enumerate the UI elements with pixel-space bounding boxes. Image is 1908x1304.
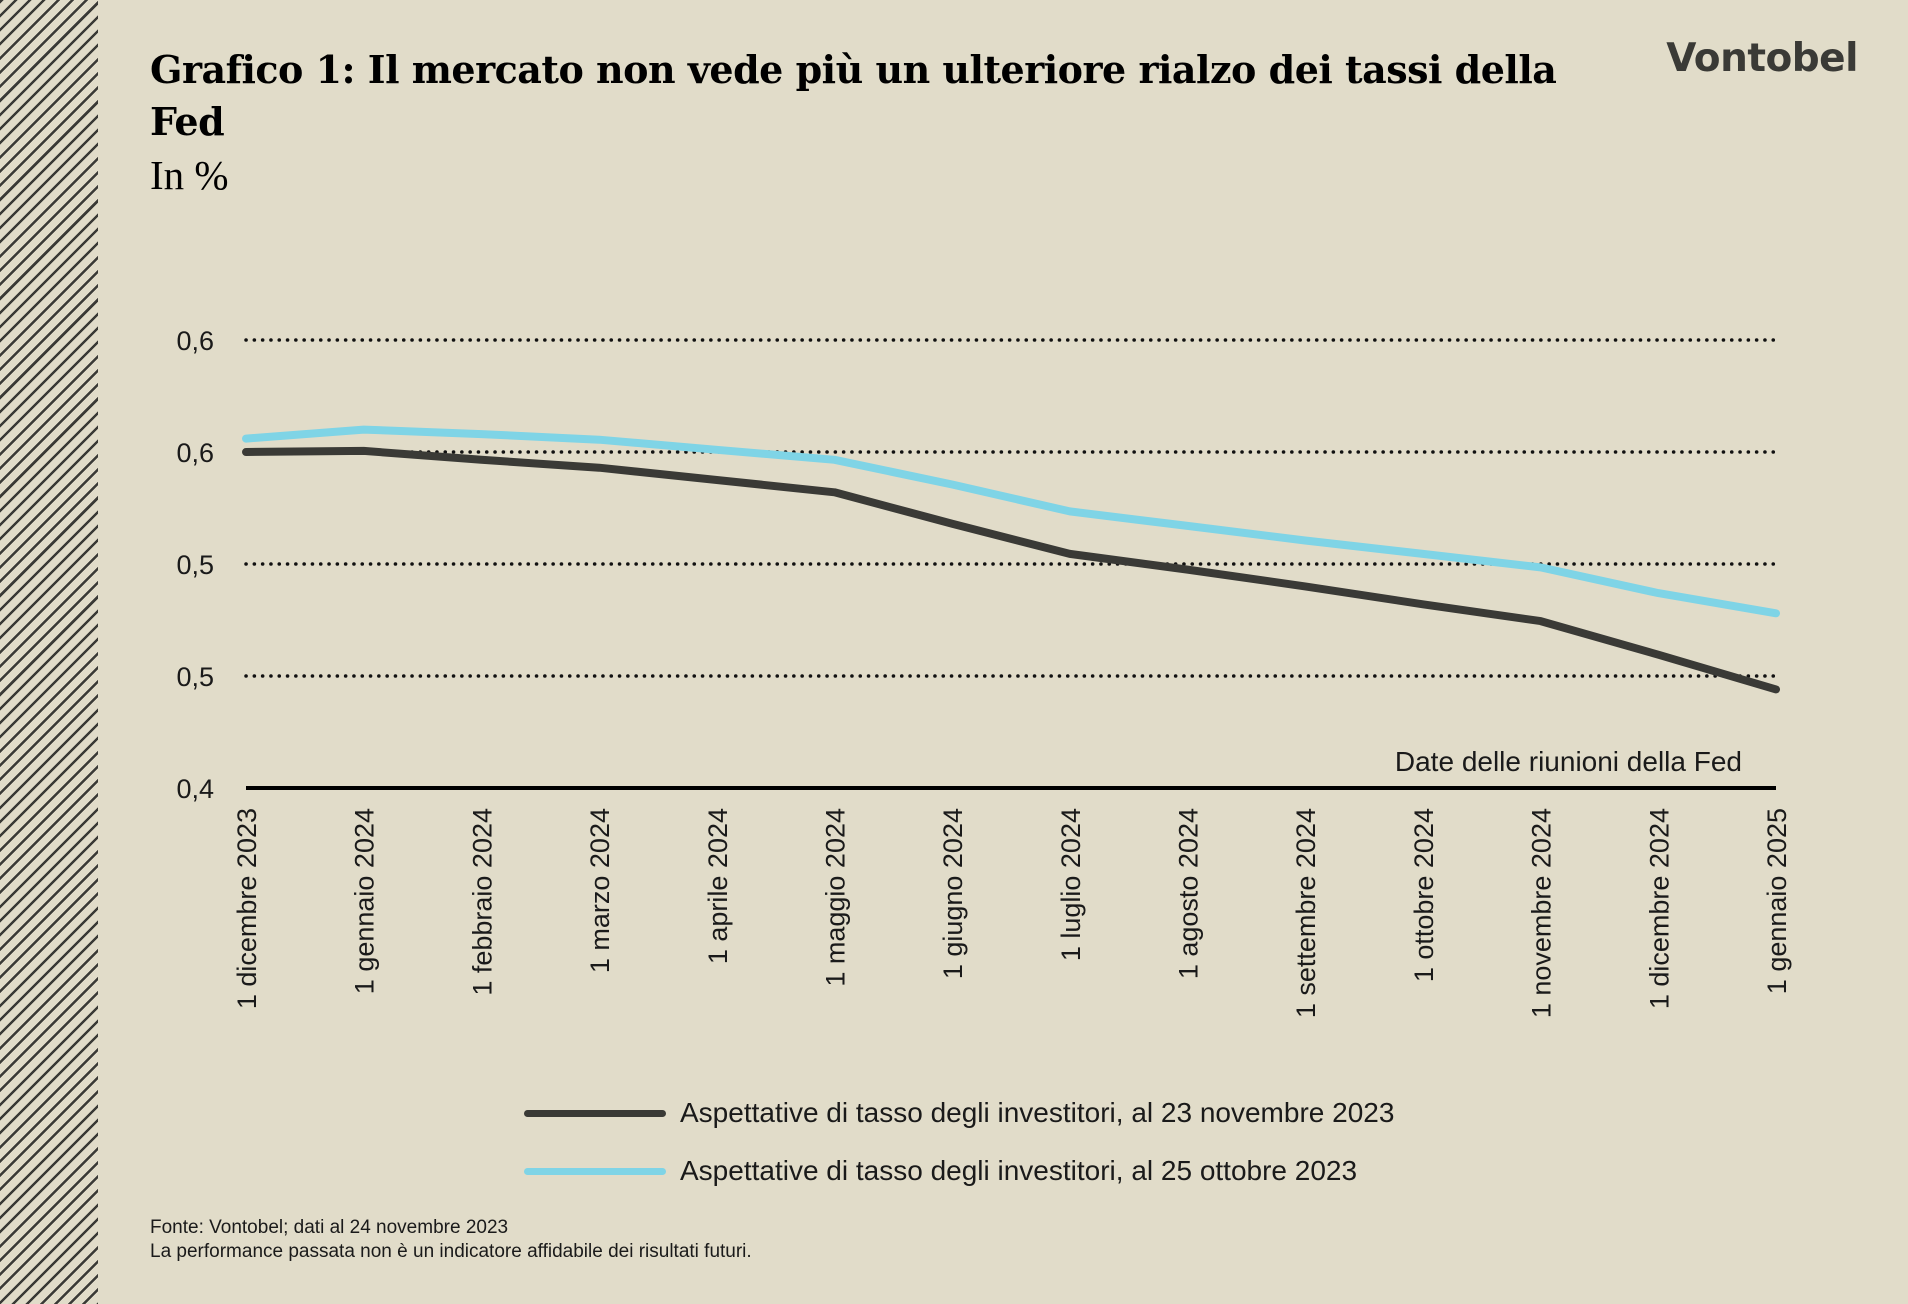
legend: Aspettative di tasso degli investitori, … xyxy=(524,1084,1394,1200)
x-tick-label-8: 1 agosto 2024 xyxy=(1174,808,1204,979)
legend-swatch-oct xyxy=(524,1167,666,1175)
source-note: Fonte: Vontobel; dati al 24 novembre 202… xyxy=(150,1217,509,1238)
legend-swatch-nov xyxy=(524,1109,666,1117)
x-tick-label-4: 1 aprile 2024 xyxy=(703,808,733,964)
chart-title: Grafico 1: Il mercato non vede più un ul… xyxy=(150,47,1557,144)
x-tick-label-6: 1 giugno 2024 xyxy=(938,808,968,979)
x-tick-label-12: 1 dicembre 2024 xyxy=(1644,808,1674,1009)
legend-label-nov: Aspettative di tasso degli investitori, … xyxy=(680,1097,1395,1128)
y-tick-label-4: 0,6 xyxy=(176,326,214,356)
hatched-side-band xyxy=(0,0,98,1304)
y-tick-labels: 0,4 0,5 0,5 0,6 0,6 xyxy=(176,326,214,804)
legend-label-oct: Aspettative di tasso degli investitori, … xyxy=(680,1155,1358,1186)
x-tick-label-7: 1 luglio 2024 xyxy=(1056,808,1086,961)
x-axis-title: Date delle riunioni della Fed xyxy=(1395,746,1742,777)
chart-subtitle: In % xyxy=(150,152,229,198)
x-tick-label-0: 1 dicembre 2023 xyxy=(232,808,262,1009)
x-tick-label-3: 1 marzo 2024 xyxy=(585,808,615,973)
disclaimer-note: La performance passata non è un indicato… xyxy=(150,1241,752,1262)
x-tick-label-2: 1 febbraio 2024 xyxy=(467,808,497,996)
grid-layer xyxy=(244,338,1778,790)
vontobel-logo: Vontobel xyxy=(1666,36,1858,81)
legend-item-nov: Aspettative di tasso degli investitori, … xyxy=(524,1084,1394,1142)
series-layer xyxy=(242,425,1780,694)
legend-item-oct: Aspettative di tasso degli investitori, … xyxy=(524,1142,1394,1200)
line-chart: 0,4 0,5 0,5 0,6 0,6 1 dicembre 2023 1 gennaio… xyxy=(176,326,1792,1018)
footer: Fonte: Vontobel; dati al 24 novembre 202… xyxy=(150,1216,752,1264)
series-line-0 xyxy=(242,446,1780,694)
x-tick-label-9: 1 settembre 2024 xyxy=(1291,808,1321,1018)
y-tick-label-1: 0,5 xyxy=(176,662,214,692)
series-line-1 xyxy=(242,425,1780,618)
y-tick-label-3: 0,6 xyxy=(176,438,214,468)
y-tick-label-0: 0,4 xyxy=(176,774,214,804)
x-tick-label-10: 1 ottobre 2024 xyxy=(1409,808,1439,982)
x-tick-label-13: 1 gennaio 2025 xyxy=(1762,808,1792,994)
x-tick-label-5: 1 maggio 2024 xyxy=(820,808,850,987)
x-tick-label-1: 1 gennaio 2024 xyxy=(350,808,380,994)
x-tick-labels: 1 dicembre 2023 1 gennaio 2024 1 febbraio … xyxy=(232,808,1792,1018)
x-tick-label-11: 1 novembre 2024 xyxy=(1527,808,1557,1018)
y-tick-label-2: 0,5 xyxy=(176,550,214,580)
